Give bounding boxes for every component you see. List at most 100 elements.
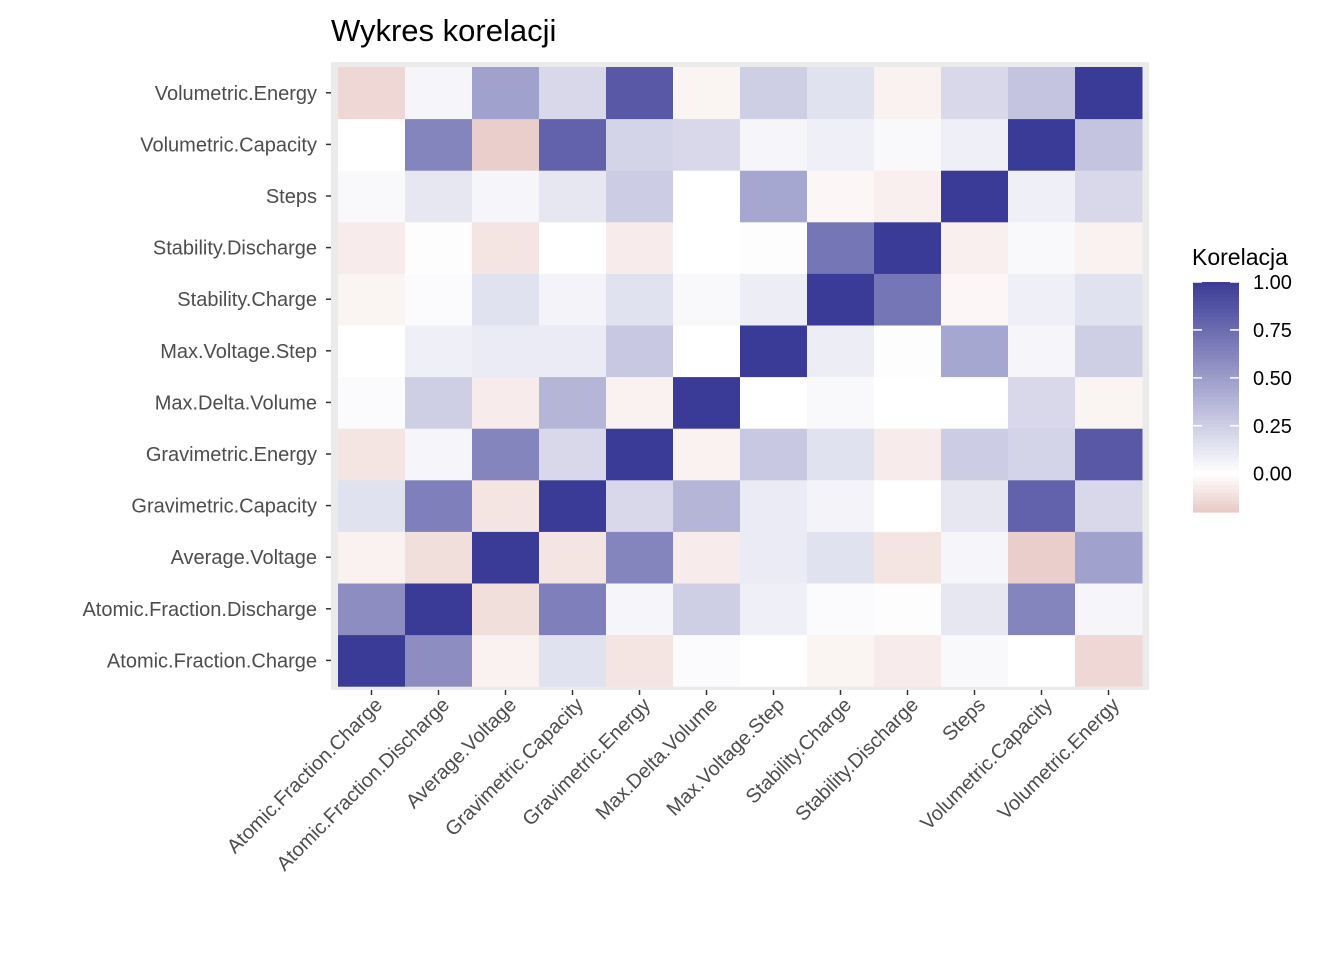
heatmap-cell: [606, 325, 674, 378]
legend-color-step: [1193, 289, 1239, 295]
color-legend: Korelacja 1.00 0.75 0.50 0.25 0.00: [1192, 244, 1292, 513]
heatmap-cell: [941, 634, 1009, 687]
heatmap-cell: [673, 221, 741, 274]
heatmap-cell: [405, 273, 473, 326]
heatmap-cell: [338, 583, 406, 636]
heatmap-cell: [1008, 634, 1076, 687]
legend-color-step: [1193, 423, 1239, 429]
x-tick-label: Volumetric.Energy: [994, 694, 1124, 824]
heatmap-cell: [941, 583, 1009, 636]
heatmap-cell: [539, 325, 607, 378]
y-tick-label: Gravimetric.Energy: [146, 444, 317, 466]
legend-color-step: [1193, 477, 1239, 482]
heatmap-cell: [472, 325, 540, 378]
legend-color-step: [1193, 354, 1239, 360]
legend-color-step: [1193, 320, 1239, 325]
heatmap-cell: [740, 273, 808, 326]
heatmap-cell: [1008, 170, 1076, 223]
legend-color-step: [1193, 316, 1239, 321]
heatmap-cell: [1008, 428, 1076, 481]
heatmap-cell: [874, 170, 942, 223]
heatmap-cell: [472, 479, 540, 532]
legend-color-step: [1193, 374, 1239, 379]
heatmap-cell: [338, 273, 406, 326]
x-tick-label: Max.Voltage.Step: [663, 694, 789, 820]
legend-color-step: [1193, 500, 1239, 505]
y-axis: Atomic.Fraction.Charge Atomic.Fraction.Di…: [82, 83, 331, 672]
legend-title: Korelacja: [1192, 244, 1288, 270]
legend-color-step: [1193, 496, 1239, 502]
heatmap-cell: [941, 479, 1009, 532]
legend-color-step: [1193, 312, 1239, 318]
heatmap-cell: [941, 325, 1009, 378]
legend-color-step: [1193, 343, 1239, 348]
legend-color-step: [1193, 370, 1239, 375]
heatmap-cell: [874, 67, 942, 120]
heatmap-cell: [941, 170, 1009, 223]
heatmap-cell: [472, 170, 540, 223]
heatmap-cell: [740, 170, 808, 223]
legend-color-step: [1193, 404, 1239, 410]
heatmap-cell: [1075, 531, 1143, 584]
heatmap-cell: [1008, 376, 1076, 429]
heatmap-cell: [941, 118, 1009, 171]
legend-color-step: [1193, 458, 1239, 463]
heatmap-cell: [472, 118, 540, 171]
heatmap-cell: [338, 221, 406, 274]
heatmap-cell: [807, 376, 875, 429]
heatmap-cell: [539, 634, 607, 687]
legend-color-step: [1193, 377, 1239, 383]
heatmap-cell: [874, 583, 942, 636]
heatmap-cell: [1075, 583, 1143, 636]
heatmap-cell: [1075, 221, 1143, 274]
heatmap-cell: [606, 221, 674, 274]
heatmap-cell: [338, 531, 406, 584]
heatmap-cell: [405, 428, 473, 481]
legend-tick-label: 0.50: [1253, 368, 1292, 390]
heatmap-cell: [472, 273, 540, 326]
heatmap-cell: [807, 118, 875, 171]
y-tick-label: Stability.Charge: [177, 289, 317, 311]
heatmap-cell: [338, 428, 406, 481]
heatmap-cell: [673, 634, 741, 687]
legend-color-step: [1193, 301, 1239, 306]
x-tick-label: Max.Delta.Volume: [592, 694, 722, 824]
heatmap-cell: [472, 221, 540, 274]
heatmap-cell: [807, 170, 875, 223]
x-tick-label: Gravimetric.Energy: [518, 694, 655, 831]
heatmap-cell: [606, 118, 674, 171]
heatmap-cell: [539, 221, 607, 274]
legend-color-step: [1193, 462, 1239, 467]
heatmap-cell: [673, 479, 741, 532]
heatmap-cell: [472, 67, 540, 120]
heatmap-cell: [539, 479, 607, 532]
y-tick-label: Max.Delta.Volume: [155, 392, 317, 414]
heatmap-cell: [405, 170, 473, 223]
heatmap-cell: [807, 221, 875, 274]
legend-color-step: [1193, 347, 1239, 352]
heatmap-cell: [405, 376, 473, 429]
heatmap-cell: [606, 67, 674, 120]
heatmap-cell: [1075, 376, 1143, 429]
heatmap-cell: [1075, 634, 1143, 687]
heatmap-cell: [472, 376, 540, 429]
heatmap-cell: [807, 479, 875, 532]
legend-color-step: [1193, 393, 1239, 398]
heatmap-cell: [673, 376, 741, 429]
heatmap-cell: [472, 583, 540, 636]
legend-color-step: [1193, 362, 1239, 367]
heatmap-cell: [405, 479, 473, 532]
heatmap-cell: [405, 67, 473, 120]
heatmap-cell: [539, 376, 607, 429]
heatmap-cell: [673, 428, 741, 481]
heatmap-cell: [539, 118, 607, 171]
heatmap-cell: [673, 67, 741, 120]
x-tick-label: Steps: [938, 694, 990, 746]
chart-title: Wykres korelacji: [331, 13, 556, 48]
heatmap-cell: [606, 273, 674, 326]
heatmap-cell: [338, 376, 406, 429]
legend-color-step: [1193, 450, 1239, 456]
legend-color-step: [1193, 282, 1239, 287]
y-tick-label: Volumetric.Energy: [155, 83, 317, 105]
legend-color-step: [1193, 397, 1239, 402]
